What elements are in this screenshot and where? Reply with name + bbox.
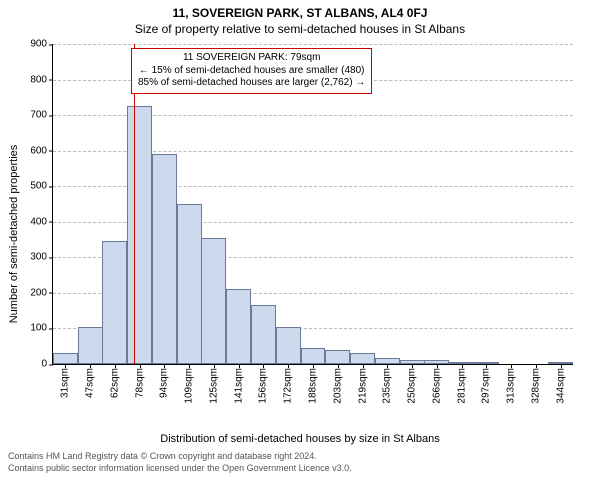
y-tick-label: 500 — [30, 181, 53, 192]
x-tick-label: 328sqm — [530, 364, 541, 404]
histogram-bar — [127, 106, 152, 364]
histogram-bar — [276, 327, 301, 364]
footer-line-2: Contains public sector information licen… — [8, 463, 592, 475]
histogram-bar — [325, 350, 350, 364]
x-tick-label: 156sqm — [258, 364, 269, 404]
y-tick-label: 400 — [30, 216, 53, 227]
y-tick-label: 900 — [30, 39, 53, 50]
histogram-bar — [78, 327, 103, 364]
y-tick-label: 300 — [30, 252, 53, 263]
x-tick-label: 125sqm — [208, 364, 219, 404]
y-tick-label: 200 — [30, 287, 53, 298]
x-tick-label: 94sqm — [159, 364, 170, 398]
annotation-larger: 85% of semi-detached houses are larger (… — [138, 77, 365, 90]
x-tick-label: 47sqm — [85, 364, 96, 398]
x-tick-label: 219sqm — [357, 364, 368, 404]
histogram-bar — [102, 241, 127, 364]
y-tick-label: 600 — [30, 145, 53, 156]
y-tick-label: 100 — [30, 323, 53, 334]
x-tick-label: 62sqm — [109, 364, 120, 398]
annotation-property-size: 11 SOVEREIGN PARK: 79sqm — [138, 52, 365, 65]
x-tick-label: 141sqm — [233, 364, 244, 404]
footer-line-1: Contains HM Land Registry data © Crown c… — [8, 451, 592, 463]
x-tick-label: 250sqm — [407, 364, 418, 404]
x-tick-label: 297sqm — [481, 364, 492, 404]
y-tick-label: 800 — [30, 74, 53, 85]
footer-attribution: Contains HM Land Registry data © Crown c… — [0, 445, 600, 474]
x-tick-label: 188sqm — [308, 364, 319, 404]
histogram-bar — [301, 348, 326, 364]
x-tick-label: 203sqm — [332, 364, 343, 404]
x-tick-label: 172sqm — [283, 364, 294, 404]
histogram-bar — [152, 154, 177, 364]
x-tick-label: 109sqm — [184, 364, 195, 404]
y-tick-label: 0 — [41, 359, 53, 370]
histogram-bar — [226, 289, 251, 364]
histogram-plot: 010020030040050060070080090031sqm47sqm62… — [52, 44, 573, 365]
x-tick-label: 344sqm — [555, 364, 566, 404]
histogram-bar — [251, 305, 276, 364]
histogram-bar — [201, 238, 226, 364]
x-tick-label: 78sqm — [134, 364, 145, 398]
x-tick-label: 235sqm — [382, 364, 393, 404]
page-title-address: 11, SOVEREIGN PARK, ST ALBANS, AL4 0FJ — [0, 0, 600, 20]
gridline — [53, 44, 573, 45]
x-tick-label: 313sqm — [506, 364, 517, 404]
annotation-smaller: ← 15% of semi-detached houses are smalle… — [138, 65, 365, 78]
histogram-bar — [53, 353, 78, 364]
x-tick-label: 266sqm — [431, 364, 442, 404]
page-title-description: Size of property relative to semi-detach… — [0, 20, 600, 36]
chart-container: Number of semi-detached properties 01002… — [0, 36, 600, 431]
histogram-bar — [177, 204, 202, 364]
x-tick-label: 281sqm — [456, 364, 467, 404]
annotation-box: 11 SOVEREIGN PARK: 79sqm ← 15% of semi-d… — [131, 48, 372, 94]
y-axis-label: Number of semi-detached properties — [8, 104, 20, 364]
x-tick-label: 31sqm — [60, 364, 71, 398]
x-axis-label: Distribution of semi-detached houses by … — [0, 431, 600, 445]
histogram-bar — [350, 353, 375, 364]
y-tick-label: 700 — [30, 110, 53, 121]
